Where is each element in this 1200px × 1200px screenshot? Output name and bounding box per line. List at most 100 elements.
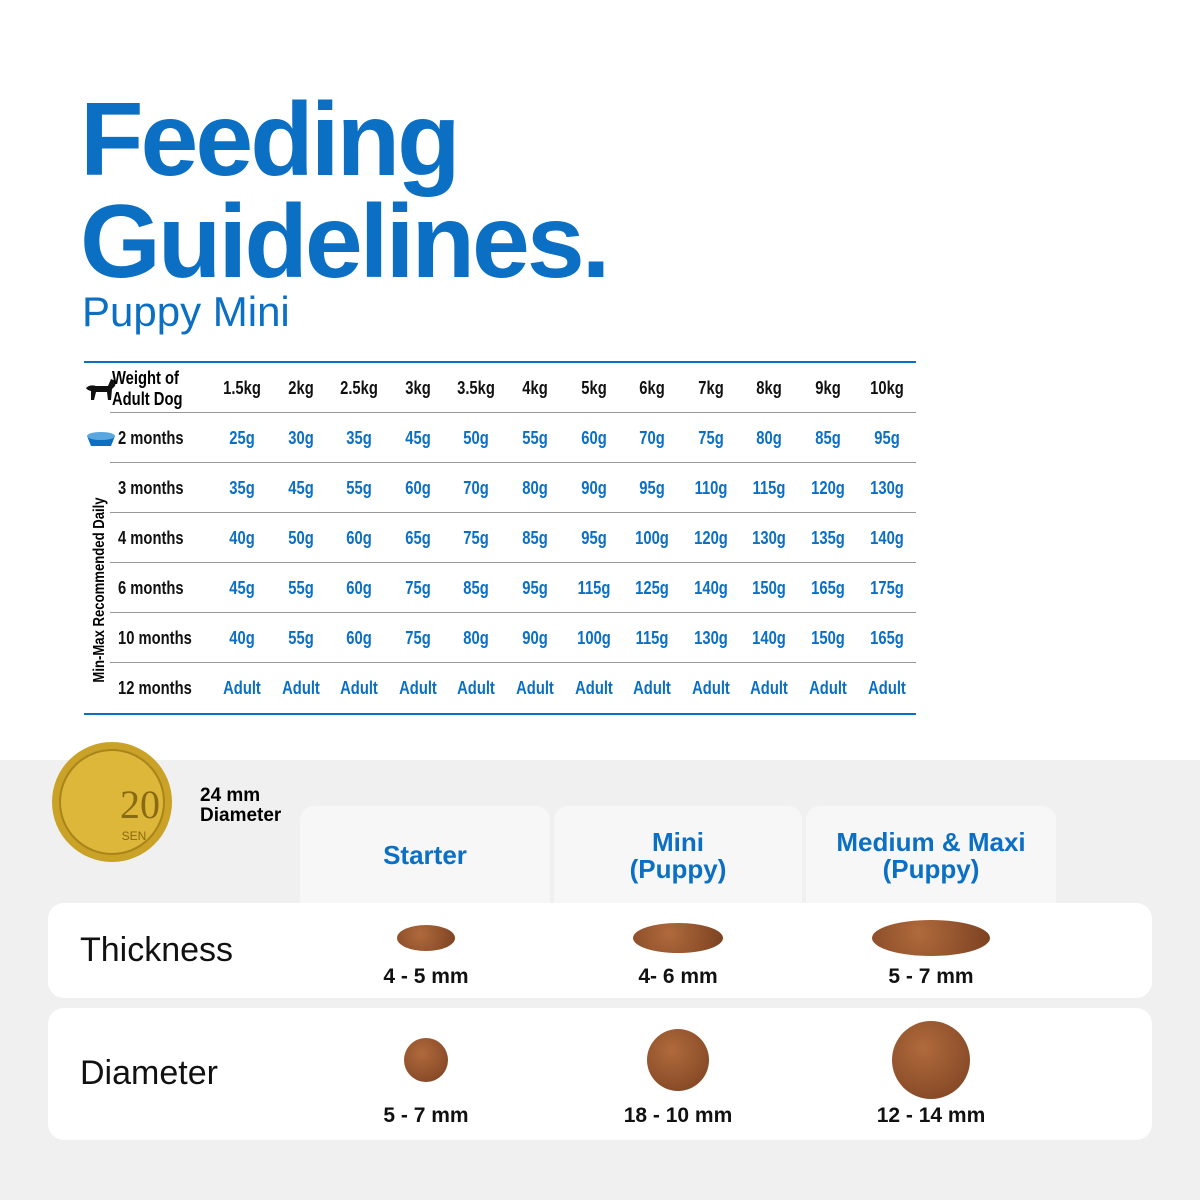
amount: 90g [522,628,548,648]
size-column-header: Starter [300,806,550,906]
amount: Adult [691,678,730,698]
amount: 115g [577,578,611,598]
table-top-rule [84,361,916,363]
amount: Adult [750,678,789,698]
amount: 45g [287,478,314,498]
amount: Adult [223,678,261,698]
amount: Adult [809,678,847,698]
kibble [397,925,455,951]
amount: 80g [463,628,490,648]
amount: 25g [229,428,255,448]
dog-icon [86,379,116,400]
amount: 60g [346,528,372,548]
size-value: 4 - 5 mm [383,965,469,988]
amount: 70g [463,478,490,498]
amount: Adult [398,678,437,698]
amount: 130g [869,478,904,498]
weight-header: 3.5kg [457,378,496,398]
amount: Adult [281,678,320,698]
kibble [647,1029,709,1091]
kibble [404,1038,448,1082]
size-column-line: Medium & Maxi [836,826,1026,857]
coin-value: 20 [120,782,160,827]
amount: 40g [229,528,255,548]
amount: 75g [405,628,431,648]
age-label: 6 months [118,578,184,598]
amount: 165g [811,578,845,598]
amount: 130g [693,628,728,648]
size-column-header: Mini (Puppy) [554,806,802,906]
size-row [48,1008,1152,1140]
amount: 150g [752,578,787,598]
size-row-label: Thickness [80,931,234,969]
row-rule [110,562,916,563]
title-line: Guidelines. [80,184,611,300]
weight-header: 10kg [869,378,904,398]
coin-caption-line: 24 mm [200,785,261,806]
weight-header: 4kg [522,378,548,398]
amount: 95g [873,428,900,448]
size-column-header: Medium & Maxi (Puppy) [806,806,1056,906]
amount: 90g [580,478,607,498]
coin: 20 SEN [52,742,172,862]
weight-header: 3kg [405,378,431,398]
age-label: 12 months [118,678,192,698]
amount: 115g [635,628,669,648]
amount: 140g [693,578,728,598]
amount: 140g [752,628,787,648]
size-value: 5 - 7 mm [383,1104,469,1127]
amount: Adult [516,678,554,698]
amount: 55g [287,628,314,648]
table-bottom-rule [84,713,916,715]
row-rule [110,512,916,513]
size-column-line: (Puppy) [629,854,727,884]
size-value: 12 - 14 mm [876,1104,986,1127]
amount: 30g [287,428,314,448]
amount: 75g [463,528,490,548]
amount: 165g [869,628,904,648]
amount: 55g [346,478,372,498]
size-value: 5 - 7 mm [888,965,974,988]
coin-unit: SEN [122,829,147,843]
amount: 60g [405,478,431,498]
age-label: 10 months [118,628,192,648]
amount: 85g [463,578,490,598]
amount: Adult [867,678,906,698]
amount: Adult [574,678,613,698]
amount: 115g [752,478,786,498]
amount: 40g [229,628,255,648]
row-rule [110,612,916,613]
amount: 85g [522,528,548,548]
amount: 85g [815,428,841,448]
weight-header: 2kg [287,378,314,398]
amount: 95g [522,578,548,598]
amount: 65g [405,528,431,548]
side-label: Min-Max Recommended Daily [91,497,108,683]
weight-header: 2.5kg [340,378,379,398]
age-label: 4 months [118,528,184,548]
amount: 150g [811,628,845,648]
amount: 45g [405,428,431,448]
amount: 80g [522,478,548,498]
amount: 120g [811,478,845,498]
size-row-label: Diameter [80,1054,218,1092]
amount: 70g [639,428,665,448]
amount: 110g [694,478,728,498]
amount: 95g [580,528,607,548]
weight-header: 1.5kg [223,378,261,398]
weight-header: 6kg [639,378,665,398]
title-line: Feeding [80,82,461,198]
size-column-line: Starter [383,840,467,871]
kibble [872,920,990,956]
amount: 100g [576,628,611,648]
weight-header: 5kg [580,378,607,398]
amount: 35g [229,478,255,498]
amount: Adult [633,678,672,698]
bowl-icon [87,432,115,446]
amount: 60g [580,428,607,448]
amount: 60g [346,628,372,648]
amount: 125g [635,578,670,598]
amount: 75g [698,428,724,448]
row-rule [110,412,916,413]
